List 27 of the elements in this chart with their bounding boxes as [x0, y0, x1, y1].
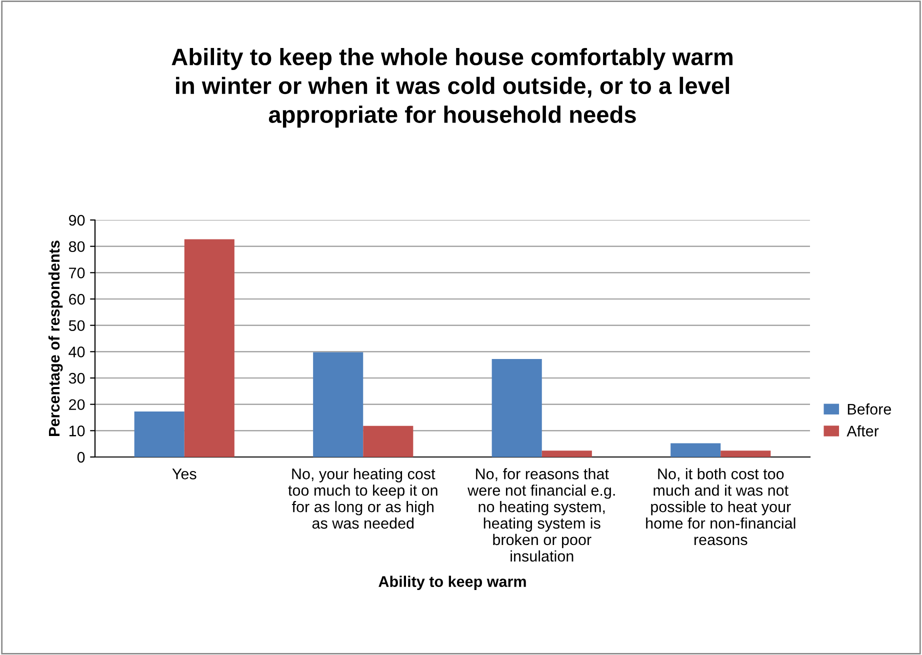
y-tick-label: 60 — [69, 294, 85, 305]
x-tick-label: No, your heating cost too much to keep it on for as long or as high as was needed — [288, 468, 438, 529]
y-tick-label: 30 — [68, 372, 85, 384]
y-tick-label: 90 — [69, 214, 85, 226]
legend-label: After — [846, 425, 879, 436]
bar — [313, 352, 364, 457]
y-tick-label: 0 — [77, 452, 85, 463]
bar — [184, 239, 234, 457]
x-tick-label: Yes — [172, 468, 196, 480]
bar — [492, 359, 542, 457]
y-tick-label: 20 — [69, 399, 85, 410]
y-tick-label: 70 — [69, 268, 85, 278]
y-tick-label: 10 — [69, 426, 85, 436]
y-tick-label: 40 — [68, 346, 85, 358]
y-tick-label: 50 — [68, 320, 85, 332]
y-axis-title: Percentage of respondents — [48, 240, 63, 436]
bar — [363, 426, 414, 457]
bar — [720, 450, 771, 457]
x-tick-label: No, it both cost too much and it was not possible to heat your home for non-financial reasons — [646, 468, 796, 546]
bar — [134, 411, 184, 457]
x-axis-title: Ability to keep warm — [378, 576, 526, 590]
y-tick-label: 80 — [68, 241, 85, 252]
x-tick-label: No, for reasons that were not financial e.g. no heating system, heating system is broken or poor insulation — [468, 468, 615, 562]
chart-title: Ability to keep the whole house comfortably warm in winter or when it was cold outside, or to a level appropriate for household needs — [172, 48, 732, 128]
legend-label: Before — [848, 403, 891, 415]
bar — [542, 450, 592, 457]
bar — [670, 443, 721, 457]
